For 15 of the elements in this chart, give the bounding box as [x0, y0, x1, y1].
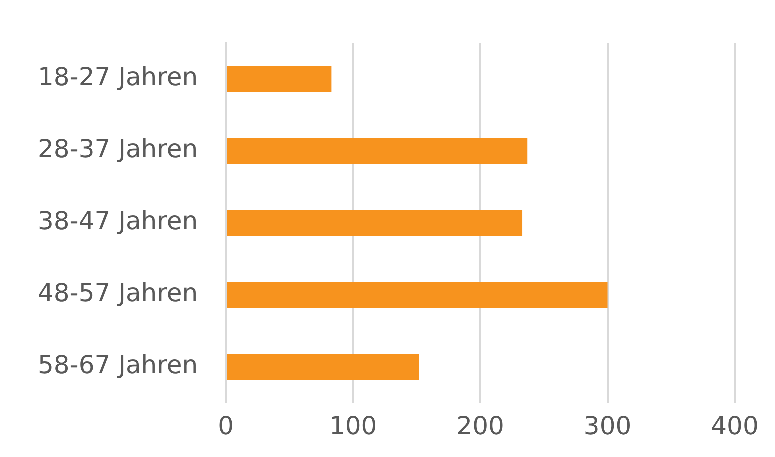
x-tick-label: 400 [711, 412, 759, 440]
bar [227, 354, 420, 380]
y-tick-label: 38-47 Jahren [38, 206, 198, 236]
bar [227, 282, 608, 308]
bar [227, 138, 528, 164]
y-tick-label: 58-67 Jahren [38, 350, 198, 380]
x-tick-label: 200 [456, 412, 504, 440]
y-tick-label: 28-37 Jahren [38, 134, 198, 164]
y-tick-label: 48-57 Jahren [38, 278, 198, 308]
bar [227, 66, 332, 92]
x-tick-label: 0 [218, 412, 234, 440]
x-tick-label: 100 [329, 412, 378, 440]
x-tick-label: 300 [584, 412, 632, 440]
y-tick-label: 18-27 Jahren [38, 62, 198, 92]
bar [227, 210, 523, 236]
